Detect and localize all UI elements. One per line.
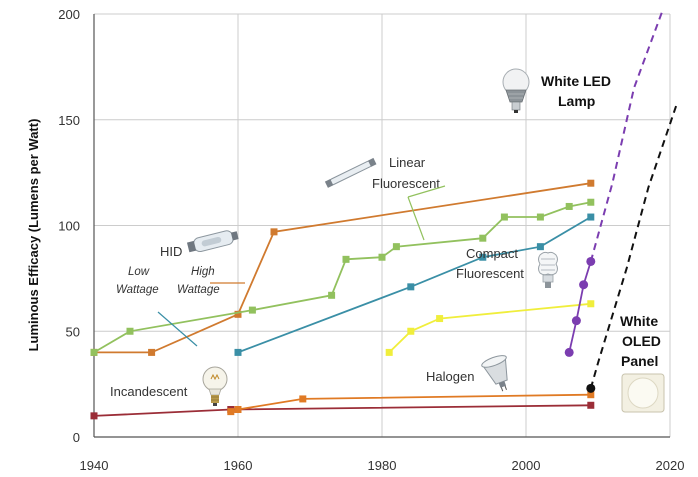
point-oled-0 [586, 383, 596, 393]
point-halogen-3 [587, 391, 595, 399]
point-linear_fluorescent-2 [248, 306, 256, 314]
annotation-led-2: Lamp [558, 93, 595, 109]
fluorescent-tube-icon [324, 157, 377, 188]
projection-oled_projection [589, 102, 679, 389]
annotation-halogen: Halogen [426, 369, 474, 384]
point-linear_fluorescent-6 [392, 243, 400, 251]
series-line-halogen [230, 393, 591, 413]
hid-lamp-icon [186, 230, 239, 253]
y-tick-label-100: 100 [58, 219, 80, 234]
point-led-3 [586, 256, 596, 266]
annotations: HID Low Wattage High Wattage Linear Fluo… [110, 73, 661, 399]
projection-led_projection [589, 9, 664, 262]
x-tick-label-1940: 1940 [80, 458, 109, 473]
annotation-wattage-low: Wattage [116, 284, 159, 296]
y-tick-label-200: 200 [58, 7, 80, 22]
annotation-low: Low [128, 266, 150, 278]
x-tick-label-1960: 1960 [224, 458, 253, 473]
point-hid_low-0 [234, 348, 242, 356]
point-hid_low-3 [536, 243, 544, 251]
annotation-hid: HID [160, 244, 182, 259]
annotation-linear-1: Linear [389, 155, 426, 170]
point-linear_fluorescent-5 [378, 253, 386, 261]
y-tick-label-0: 0 [73, 430, 80, 445]
point-linear_fluorescent-8 [500, 213, 508, 221]
annotation-incandescent: Incandescent [110, 384, 188, 399]
point-hid_low-2 [479, 253, 487, 261]
point-cfl-0 [385, 348, 393, 356]
leader-line-low-wattage [157, 311, 198, 347]
x-tick-label-1980: 1980 [368, 458, 397, 473]
point-cfl-1 [407, 327, 415, 335]
point-linear_fluorescent-4 [342, 255, 350, 263]
series-line-linear_fluorescent [93, 201, 591, 354]
point-linear_fluorescent-3 [328, 291, 336, 299]
oled-panel-icon [621, 373, 665, 413]
annotation-compact-2: Fluorescent [456, 266, 524, 281]
annotation-oled-2: OLED [622, 333, 661, 349]
point-hid_high-4 [587, 179, 595, 187]
leader-line-linear-upper [407, 185, 446, 198]
series-line-hid_low [237, 216, 592, 354]
point-incandescent-0 [90, 412, 98, 420]
annotation-oled-1: White [620, 313, 658, 329]
series-line-cfl [388, 302, 591, 354]
point-linear_fluorescent-10 [565, 202, 573, 210]
point-cfl-3 [587, 300, 595, 308]
point-hid_low-1 [407, 283, 415, 291]
point-hid_high-3 [270, 228, 278, 236]
point-linear_fluorescent-7 [479, 234, 487, 242]
tick-labels: 1940 1960 1980 2000 2020 0 50 100 150 200 [58, 7, 684, 473]
point-led-2 [579, 280, 589, 290]
halogen-lamp-icon [481, 355, 508, 392]
leader-lines [157, 185, 446, 347]
annotation-oled-3: Panel [621, 353, 658, 369]
point-halogen-1 [234, 406, 242, 414]
point-linear_fluorescent-1 [126, 327, 134, 335]
annotation-linear-2: Fluorescent [372, 176, 440, 191]
cfl-bulb-icon [538, 251, 558, 288]
y-tick-label-150: 150 [58, 113, 80, 128]
point-linear_fluorescent-9 [536, 213, 544, 221]
point-hid_high-2 [234, 310, 242, 318]
point-hid_high-1 [148, 348, 156, 356]
point-halogen-0 [227, 408, 235, 416]
annotation-compact-1: Compact [466, 246, 518, 261]
y-tick-label-50: 50 [66, 324, 80, 339]
annotation-led-1: White LED [541, 73, 611, 89]
lamp-icons [186, 68, 665, 413]
point-led-1 [571, 316, 581, 326]
point-linear_fluorescent-0 [90, 348, 98, 356]
y-axis-label: Luminous Efficacy (Lumens per Watt) [26, 119, 41, 352]
data-series [90, 9, 679, 420]
incandescent-bulb-icon [202, 366, 228, 406]
point-hid_low-4 [587, 213, 595, 221]
led-lamp-icon [502, 68, 530, 113]
point-linear_fluorescent-11 [587, 198, 595, 206]
axes [93, 14, 670, 438]
annotation-wattage-high: Wattage [177, 284, 220, 296]
point-led-0 [564, 347, 574, 357]
x-tick-label-2000: 2000 [512, 458, 541, 473]
x-tick-label-2020: 2020 [656, 458, 685, 473]
point-halogen-2 [299, 395, 307, 403]
series-line-led [568, 261, 592, 353]
series-line-incandescent [93, 404, 591, 417]
annotation-high: High [191, 266, 215, 278]
leader-line-linear-lower [407, 196, 425, 241]
point-incandescent-2 [587, 401, 595, 409]
point-cfl-2 [436, 315, 444, 323]
